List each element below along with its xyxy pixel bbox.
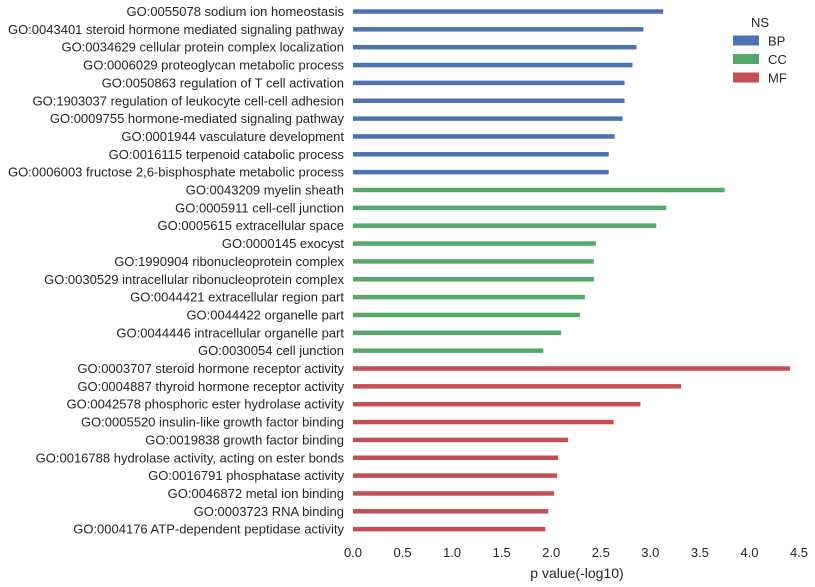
bar-cc [353,259,594,264]
category-label: GO:0034629 cellular protein complex loca… [61,40,344,55]
category-label: GO:0043209 myelin sheath [186,183,344,198]
category-label: GO:0055078 sodium ion homeostasis [126,4,344,19]
category-label: GO:0004176 ATP-dependent peptidase activ… [73,522,344,537]
legend-swatch-mf [733,72,759,83]
bar-mf [353,509,549,514]
bar-bp [353,44,637,50]
bar-mf [353,366,791,371]
bar-bp [353,134,615,139]
bar-mf [353,437,569,443]
bar-mf [353,401,641,407]
x-axis-label: p value(-log10) [530,565,623,581]
category-label: GO:0030054 cell junction [198,343,344,358]
x-tick-label: 2.5 [592,545,610,560]
category-label: GO:0005615 extracellular space [158,218,344,233]
bar-bp [353,116,623,121]
bar-bp [353,98,625,103]
x-tick-label: 0.0 [344,545,362,560]
bar-cc [353,241,596,246]
category-label: GO:0044421 extracellular region part [130,290,344,305]
category-label: GO:0043401 steroid hormone mediated sign… [8,22,345,37]
bar-bp [353,62,633,68]
legend-label-bp: BP [768,34,785,49]
legend-items: BP CC MF [733,34,787,86]
bar-cc [353,312,580,318]
bar-bp [353,27,644,32]
bar-cc [353,223,657,228]
bar-bp [353,152,609,157]
x-tick-label: 2.0 [542,545,560,560]
bar-mf [353,419,614,425]
category-label: GO:1990904 ribonucleoprotein complex [114,254,344,269]
x-tick-label: 4.5 [790,545,808,560]
category-label: GO:0003723 RNA binding [194,504,344,519]
category-label: GO:0044446 intracellular organelle part [116,325,344,340]
category-labels: GO:0055078 sodium ion homeostasis GO:0043… [8,4,345,537]
bar-mf [353,526,546,532]
bar-cc [353,277,594,282]
category-label: GO:0019838 growth factor binding [145,432,344,447]
category-label: GO:0005520 insulin-like growth factor bi… [81,415,344,430]
x-tick-label: 3.0 [641,545,659,560]
category-label: GO:0006003 fructose 2,6-bisphosphate met… [8,165,345,180]
category-label: GO:0050863 regulation of T cell activati… [102,75,344,90]
category-label: GO:0004887 thyroid hormone receptor acti… [77,379,344,394]
x-tick-label: 4.0 [740,545,758,560]
bar-mf [353,455,559,460]
bar-cc [353,294,585,300]
bar-mf [353,491,555,496]
legend: NS BP CC MF [733,15,787,86]
bar-bp [353,169,609,175]
category-label: GO:0030529 intracellular ribonucleoprote… [44,272,344,287]
category-label: GO:0001944 vasculature development [121,129,344,144]
bar-bp [353,80,625,86]
legend-label-cc: CC [768,52,787,67]
bar-cc [353,348,544,353]
legend-swatch-bp [733,35,759,46]
x-tick-label: 0.5 [394,545,412,560]
category-label: GO:0009755 hormone-mediated signaling pa… [50,111,345,126]
x-tick-label: 1.5 [493,545,511,560]
category-label: GO:0003707 steroid hormone receptor acti… [77,361,344,376]
bar-cc [353,205,667,211]
category-label: GO:0016791 phosphatase activity [148,468,344,483]
category-label: GO:1903037 regulation of leukocyte cell-… [33,93,344,108]
category-label: GO:0044422 organelle part [186,307,344,322]
x-tick-label: 3.5 [691,545,709,560]
bar-cc [353,187,725,193]
category-label: GO:0042578 phosphoric ester hydrolase ac… [67,397,345,412]
legend-swatch-cc [733,54,759,64]
x-axis-ticks: 0.0 0.5 1.0 1.5 2.0 2.5 3.0 3.5 4.0 4.5 [344,545,808,560]
x-tick-label: 1.0 [443,545,461,560]
bar-mf [353,384,682,389]
category-label: GO:0005911 cell-cell junction [175,200,344,215]
bar-bp [353,9,664,14]
category-label: GO:0016115 terpenoid catabolic process [109,147,345,162]
legend-title: NS [751,15,769,30]
category-label: GO:0016788 hydrolase activity, acting on… [36,450,345,465]
bars-layer [353,9,791,532]
bar-cc [353,330,562,336]
category-label: GO:0006029 proteoglycan metabolic proces… [83,58,344,73]
category-label: GO:0000145 exocyst [222,236,345,251]
category-label: GO:0046872 metal ion binding [168,486,344,501]
legend-label-mf: MF [768,71,787,86]
bar-mf [353,473,558,478]
